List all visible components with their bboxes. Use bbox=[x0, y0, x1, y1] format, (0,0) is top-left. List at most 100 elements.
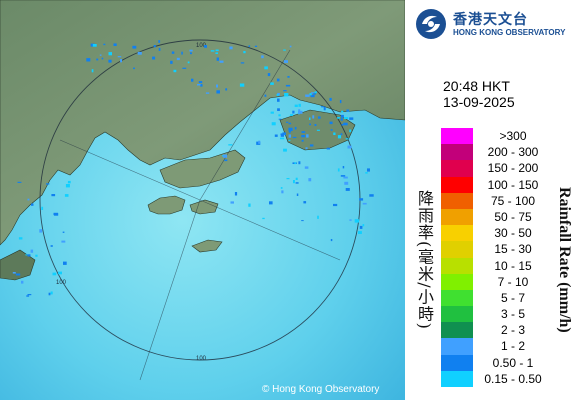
rain-echo bbox=[113, 43, 117, 46]
legend-row: >300 bbox=[441, 128, 551, 145]
rain-echoes bbox=[12, 40, 374, 297]
rain-echo bbox=[308, 178, 312, 182]
rain-echo bbox=[96, 58, 99, 61]
info-panel: 香港天文台 HONG KONG OBSERVATORY 20:48 HKT 13… bbox=[405, 0, 577, 400]
legend-swatch bbox=[441, 338, 473, 355]
rain-echo bbox=[181, 51, 183, 55]
rain-echo bbox=[219, 60, 224, 63]
legend-label: 30 - 50 bbox=[494, 226, 532, 241]
rain-echo bbox=[298, 103, 301, 107]
legend-label: 7 - 10 bbox=[497, 274, 529, 289]
legend-label: >300 bbox=[499, 129, 527, 143]
rain-echo bbox=[229, 46, 233, 50]
legend-row: 150 - 200 bbox=[441, 160, 551, 177]
rain-echo bbox=[288, 122, 292, 125]
rain-echo bbox=[26, 295, 30, 297]
rain-echo bbox=[314, 91, 317, 94]
rain-echo bbox=[182, 67, 187, 69]
rain-echo bbox=[276, 94, 279, 96]
rain-echo bbox=[216, 57, 219, 61]
rain-echo bbox=[283, 90, 287, 92]
rain-echo bbox=[340, 133, 343, 136]
legend-row: 0.15 - 0.50 bbox=[441, 370, 551, 387]
legend-row: 7 - 10 bbox=[441, 273, 551, 290]
rain-echo bbox=[86, 58, 91, 62]
rain-echo bbox=[330, 239, 333, 242]
rain-echo bbox=[239, 83, 245, 87]
legend-label: 150 - 200 bbox=[487, 161, 539, 176]
rain-echo bbox=[340, 114, 344, 118]
rain-echo bbox=[63, 261, 67, 265]
copyright-notice: © Hong Kong Observatory bbox=[262, 384, 380, 395]
rain-echo bbox=[295, 177, 298, 180]
rain-echo bbox=[15, 273, 21, 276]
rain-echo bbox=[35, 254, 38, 257]
rain-echo bbox=[198, 81, 203, 84]
radar-map: 100 100 100 © Hong Kong Observatory bbox=[0, 0, 405, 400]
rain-echo bbox=[301, 131, 306, 133]
hko-logo: 香港天文台 HONG KONG OBSERVATORY bbox=[415, 6, 575, 46]
rain-echo bbox=[46, 183, 50, 185]
rain-echo bbox=[286, 121, 289, 123]
rain-echo bbox=[314, 124, 317, 126]
rain-echo bbox=[281, 190, 284, 194]
rain-echo bbox=[270, 111, 274, 114]
rain-echo bbox=[50, 291, 53, 295]
legend-row: 1 - 2 bbox=[441, 338, 551, 355]
rain-echo bbox=[341, 110, 344, 113]
rain-echo bbox=[326, 147, 330, 150]
legend-title-chinese: 降雨率(毫米/小時) bbox=[415, 190, 434, 330]
legend-label: 10 - 15 bbox=[494, 258, 532, 273]
rain-echo bbox=[296, 193, 299, 196]
radar-image: 100 100 100 bbox=[0, 0, 405, 400]
rain-echo bbox=[305, 94, 310, 97]
mainland-landmass bbox=[0, 0, 405, 246]
rain-echo bbox=[248, 203, 251, 207]
rain-echo bbox=[90, 43, 95, 47]
rain-echo bbox=[269, 201, 273, 205]
rain-echo bbox=[17, 181, 22, 183]
legend-label: 0.15 - 0.50 bbox=[484, 371, 542, 386]
legend-swatch bbox=[441, 208, 473, 226]
rain-echo bbox=[12, 272, 16, 274]
rain-echo bbox=[341, 124, 344, 126]
rain-echo bbox=[53, 212, 58, 215]
rain-echo bbox=[278, 118, 282, 120]
rain-echo bbox=[27, 294, 32, 296]
hong-kong-island bbox=[189, 199, 219, 215]
rain-echo bbox=[120, 59, 122, 63]
rain-echo bbox=[288, 127, 293, 132]
rain-echo bbox=[254, 45, 258, 47]
ring-label-top: 100 bbox=[196, 43, 207, 49]
rain-echo bbox=[228, 144, 233, 146]
rain-echo bbox=[286, 178, 290, 180]
rain-echo bbox=[191, 78, 194, 82]
rain-echo bbox=[243, 51, 246, 54]
rain-echo bbox=[290, 114, 294, 116]
radial-lines bbox=[59, 49, 341, 381]
rain-echo bbox=[258, 140, 261, 144]
rain-echo bbox=[349, 129, 352, 133]
rain-echo bbox=[342, 166, 345, 169]
hko-emblem-icon bbox=[416, 9, 446, 39]
rain-echo bbox=[270, 82, 274, 85]
ring-label-bottom: 100 bbox=[196, 356, 207, 362]
legend-swatch bbox=[441, 322, 473, 339]
rain-echo bbox=[313, 93, 317, 95]
rain-echo bbox=[51, 194, 56, 197]
rain-echo bbox=[312, 115, 315, 119]
rain-echo bbox=[21, 280, 24, 284]
rain-echo bbox=[264, 66, 268, 70]
legend-label: 3 - 5 bbox=[500, 307, 525, 322]
radial-line-se bbox=[199, 199, 341, 261]
rain-echo bbox=[330, 129, 333, 131]
legend-row: 3 - 5 bbox=[441, 306, 551, 323]
western-coast bbox=[0, 249, 36, 281]
rain-echo bbox=[215, 49, 219, 52]
rain-echo bbox=[318, 116, 321, 119]
rain-echo bbox=[301, 135, 306, 138]
rain-echo bbox=[200, 84, 203, 87]
rain-echo bbox=[92, 44, 97, 47]
rain-echo bbox=[280, 137, 285, 140]
ring-label-left: 100 bbox=[56, 280, 67, 286]
